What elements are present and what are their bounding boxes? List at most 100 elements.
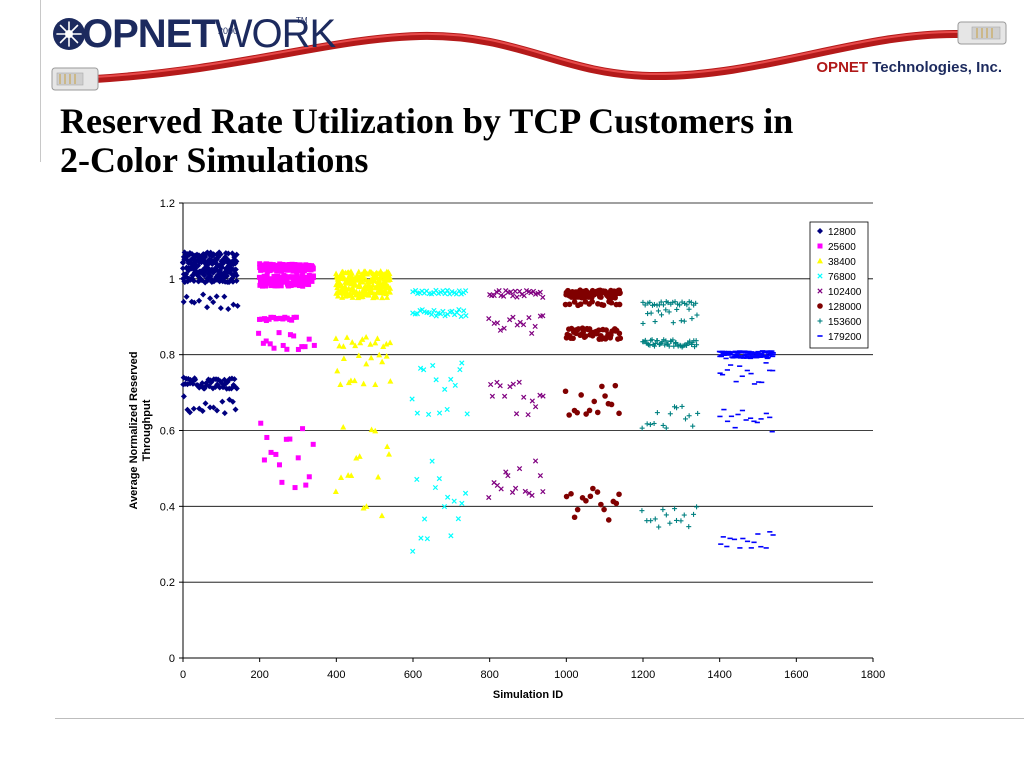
- data-point: [617, 290, 623, 296]
- data-point: [694, 504, 700, 510]
- data-point: [647, 422, 653, 428]
- data-point: [410, 548, 416, 554]
- data-point: [279, 479, 285, 485]
- logo-light: WORK: [214, 12, 336, 56]
- data-point: [229, 398, 236, 405]
- data-point: [343, 292, 350, 299]
- data-point: [376, 351, 383, 358]
- marker-stroke: [459, 360, 465, 366]
- data-point: [642, 302, 648, 308]
- data-point: [234, 302, 241, 309]
- data-point: [274, 278, 280, 284]
- data-point: [292, 279, 298, 285]
- marker-stroke: [516, 288, 523, 294]
- data-point: [430, 362, 436, 369]
- data-point: [654, 338, 660, 344]
- data-point: [418, 535, 424, 541]
- marker-stroke: [505, 473, 511, 479]
- data-point: [512, 485, 519, 491]
- marker-stroke: [433, 377, 439, 383]
- legend-label: 102400: [828, 287, 862, 298]
- marker-stroke: [508, 289, 514, 295]
- x-tick-label: 0: [180, 669, 186, 681]
- data-point: [537, 289, 543, 295]
- data-point: [672, 506, 678, 512]
- data-point: [652, 319, 658, 325]
- data-point: [289, 274, 295, 280]
- legend-marker: [817, 228, 823, 234]
- rj45-plug-left: [51, 67, 99, 91]
- data-point: [260, 340, 266, 346]
- data-point: [671, 343, 677, 349]
- data-point: [497, 327, 504, 333]
- marker-stroke: [449, 289, 455, 295]
- marker-stroke: [458, 313, 464, 320]
- data-point: [200, 291, 207, 298]
- data-point: [433, 313, 439, 319]
- data-point: [348, 472, 355, 478]
- data-point: [363, 503, 370, 509]
- data-point: [204, 304, 211, 311]
- marker-stroke: [442, 386, 448, 392]
- data-point: [202, 400, 209, 407]
- data-point: [374, 281, 381, 288]
- logo-year: 2000: [218, 26, 239, 36]
- data-point: [516, 379, 522, 385]
- data-point: [590, 485, 596, 492]
- marker-stroke: [435, 310, 441, 316]
- data-point: [464, 411, 470, 417]
- marker-stroke: [409, 396, 415, 402]
- data-point: [486, 315, 492, 322]
- data-point: [202, 267, 209, 274]
- data-point: [334, 367, 341, 374]
- data-point: [229, 250, 236, 257]
- data-point: [463, 313, 469, 319]
- marker-stroke: [426, 290, 432, 297]
- data-point: [310, 266, 316, 272]
- data-point: [673, 517, 679, 523]
- data-point: [594, 409, 601, 416]
- legend-item-102400: 102400: [817, 287, 862, 298]
- data-point: [306, 272, 312, 278]
- data-point: [383, 340, 390, 347]
- data-point: [306, 282, 312, 288]
- data-point: [693, 300, 699, 306]
- data-point: [689, 316, 695, 322]
- data-point: [488, 381, 494, 388]
- legend-item-38400: 38400: [817, 257, 856, 268]
- data-point: [456, 288, 462, 294]
- data-point: [207, 404, 214, 411]
- series-153600: [639, 299, 701, 530]
- marker-stroke: [410, 310, 416, 316]
- data-point: [383, 268, 390, 275]
- data-point: [529, 330, 535, 337]
- data-point: [183, 293, 190, 300]
- data-point: [663, 307, 669, 313]
- data-point: [353, 454, 360, 461]
- data-point: [355, 268, 362, 275]
- x-tick-label: 800: [480, 669, 498, 681]
- data-point: [687, 338, 693, 344]
- data-point: [188, 251, 195, 258]
- data-point: [454, 310, 460, 316]
- marker-stroke: [456, 306, 462, 313]
- data-point: [212, 265, 219, 272]
- legend-item-128000: 128000: [817, 302, 862, 313]
- x-tick-label: 1400: [707, 669, 731, 681]
- rj45-plug-right: [957, 21, 1007, 45]
- x-tick-label: 1600: [784, 669, 808, 681]
- data-point: [263, 338, 269, 344]
- data-point: [602, 393, 608, 399]
- y-tick-label: 1: [169, 274, 175, 286]
- marker-stroke: [421, 309, 427, 315]
- data-point: [612, 382, 619, 389]
- data-point: [184, 251, 191, 258]
- marker-stroke: [418, 535, 424, 541]
- marker-stroke: [521, 394, 527, 400]
- marker-stroke: [410, 289, 416, 295]
- data-point: [333, 270, 340, 277]
- marker-stroke: [452, 382, 458, 388]
- data-point: [340, 423, 347, 430]
- data-point: [288, 267, 294, 273]
- data-point: [276, 462, 282, 468]
